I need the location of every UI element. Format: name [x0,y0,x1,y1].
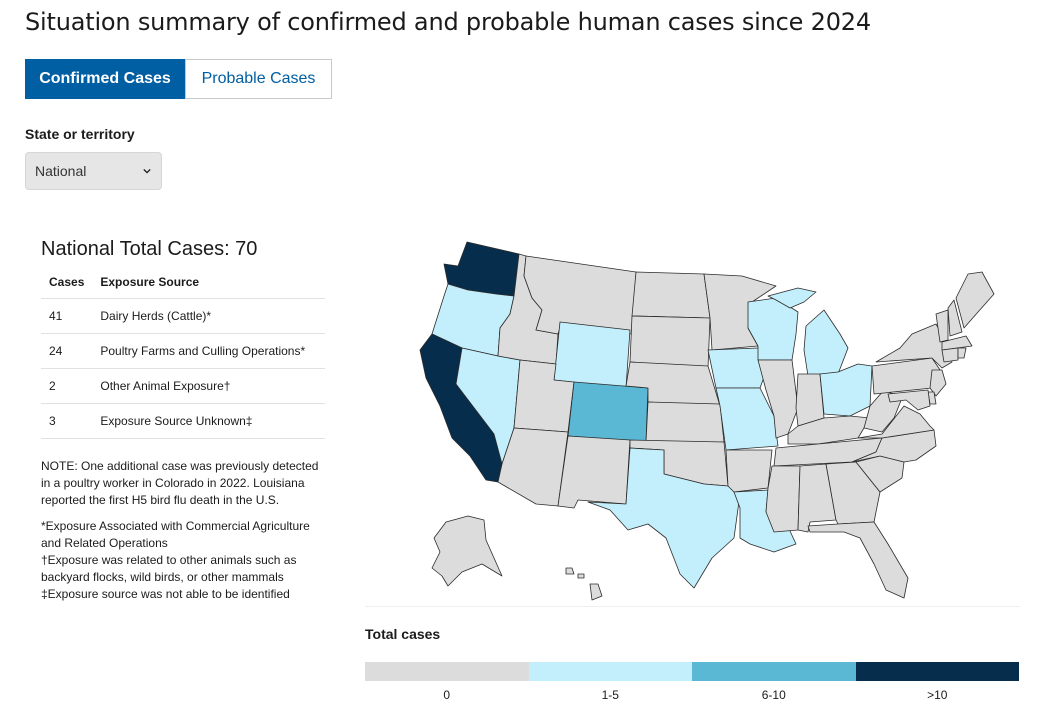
cell-cases: 41 [41,298,93,334]
state-HI[interactable] [589,583,603,601]
legend-swatch-1-5 [528,662,692,681]
legend-swatch-6-10 [692,662,856,681]
state-OH[interactable] [819,363,873,417]
cell-cases: 2 [41,368,93,404]
state-MI[interactable] [803,309,849,377]
state-PA[interactable] [871,357,941,395]
tab-probable-cases[interactable]: Probable Cases [185,59,332,99]
national-total-heading: National Total Cases: 70 [41,238,258,260]
state-CT[interactable] [941,347,959,363]
state-TX[interactable] [587,447,741,589]
legend-label: 1-5 [601,688,619,702]
column-header-cases: Cases [41,266,93,299]
state-select-value: National [35,163,87,179]
state-WY[interactable] [553,321,631,389]
state-select-label: State or territory [25,126,135,142]
legend-bar [365,662,1019,681]
cell-source: Other Animal Exposure† [92,368,325,404]
cell-source: Poultry Farms and Culling Operations* [92,333,325,369]
table-header-row: Cases Exposure Source [41,266,325,299]
page-title: Situation summary of confirmed and proba… [25,8,871,36]
state-NJ[interactable] [929,369,947,397]
table-row: 2 Other Animal Exposure† [41,368,325,404]
legend-divider [365,606,1020,607]
cell-cases: 24 [41,333,93,369]
legend-title: Total cases [365,626,441,642]
table-row: 3 Exposure Source Unknown‡ [41,403,325,439]
state-NH[interactable] [947,299,963,337]
legend-label: >10 [927,688,948,702]
column-header-exposure-source: Exposure Source [92,266,325,299]
state-NC[interactable] [851,429,937,463]
legend-swatch-gt10 [855,662,1019,681]
state-VA[interactable] [857,405,935,439]
state-AR[interactable] [725,449,773,493]
exposure-table: Cases Exposure Source 41 Dairy Herds (Ca… [41,266,325,439]
cell-source: Dairy Herds (Cattle)* [92,298,325,334]
state-ND[interactable] [631,271,711,319]
state-RI[interactable] [957,347,967,359]
state-MA[interactable] [941,335,973,351]
footnote: †Exposure was related to other animals s… [41,553,297,584]
state-AZ[interactable] [497,427,569,507]
legend-labels: 0 1-5 6-10 >10 [365,688,1019,702]
state-IL[interactable] [757,359,799,439]
state-NM[interactable] [557,435,631,509]
state-AK[interactable] [431,515,503,587]
state-FL[interactable] [807,521,909,599]
legend-label: 0 [443,688,451,702]
legend-label: 6-10 [761,688,786,702]
state-CO[interactable] [567,381,649,443]
tab-confirmed-cases[interactable]: Confirmed Cases [25,59,185,99]
us-cases-map [419,241,995,601]
table-row: 24 Poultry Farms and Culling Operations* [41,333,325,369]
state-VT[interactable] [935,309,949,343]
cell-source: Exposure Source Unknown‡ [92,403,325,439]
state-SD[interactable] [629,315,711,369]
notes: NOTE: One additional case was previously… [41,458,321,603]
table-row: 41 Dairy Herds (Cattle)* [41,298,325,334]
chevron-down-icon [143,168,151,174]
state-MD[interactable] [887,389,931,411]
cell-cases: 3 [41,403,93,439]
legend-swatch-0 [365,662,529,681]
state-MT[interactable] [523,255,637,335]
state-IN[interactable] [795,373,825,427]
state-ME[interactable] [955,271,995,329]
state-MS[interactable] [765,465,801,533]
state-select[interactable]: National [25,152,162,190]
state-MO[interactable] [715,387,779,451]
note-text: NOTE: One additional case was previously… [41,459,319,507]
case-type-tabs: Confirmed Cases Probable Cases [25,59,332,99]
state-HI-islands[interactable] [565,567,585,579]
footnote: ‡Exposure source was not able to be iden… [41,587,290,601]
state-MI-upper[interactable] [767,287,817,309]
footnote: *Exposure Associated with Commercial Agr… [41,519,310,550]
state-KS[interactable] [645,401,725,443]
